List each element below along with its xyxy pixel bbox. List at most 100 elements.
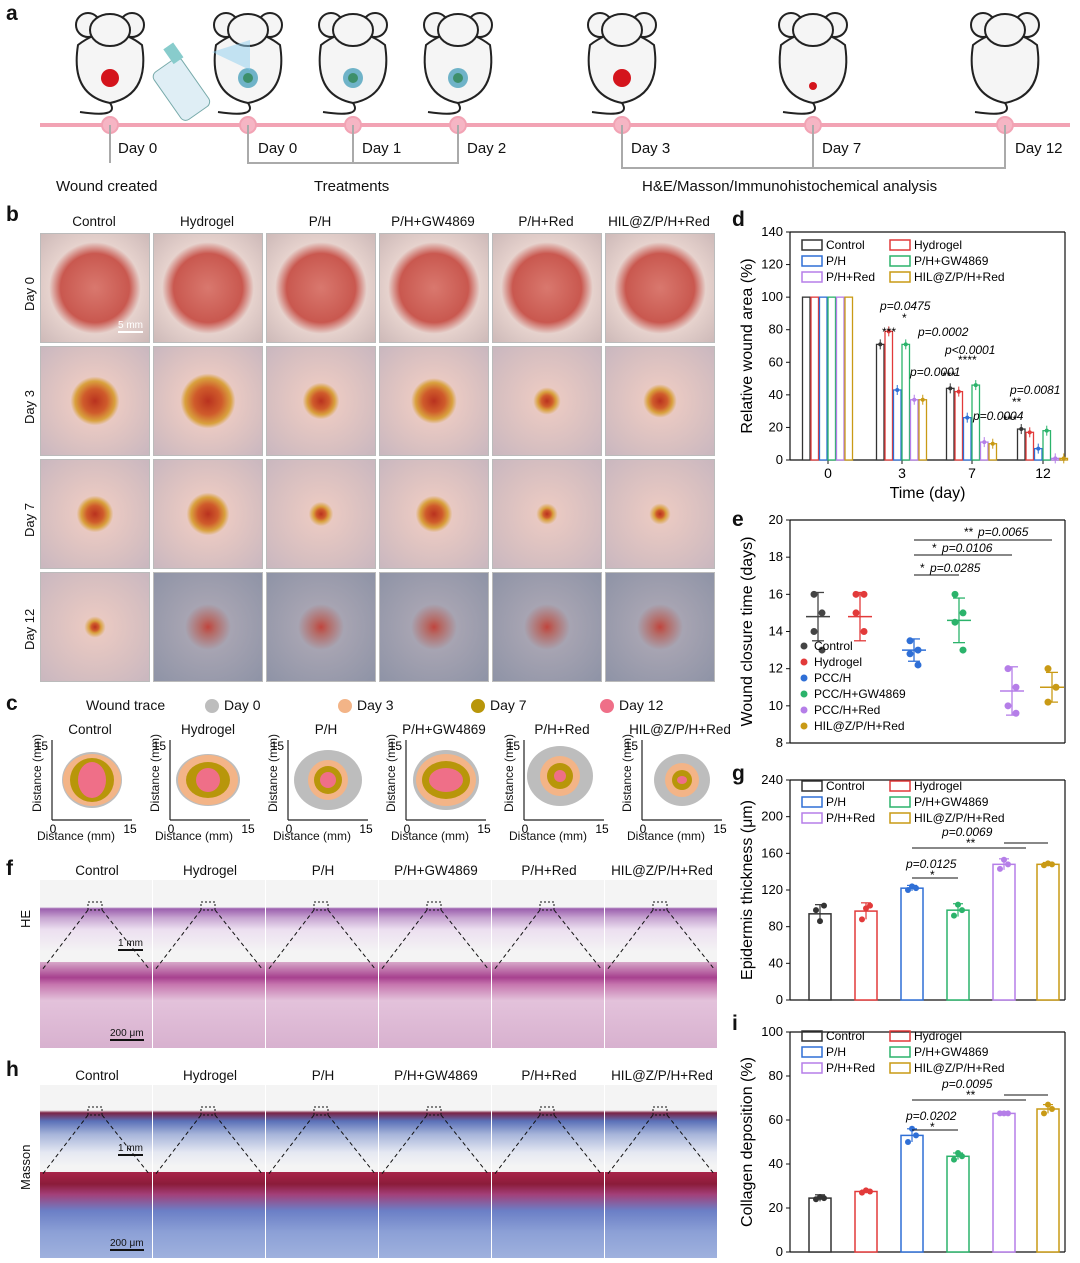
wound-photo — [40, 233, 150, 343]
panel-label-d: d — [732, 208, 745, 231]
panel-label-a: a — [6, 2, 18, 25]
data-point — [920, 397, 925, 402]
legend-label: PCC/H+GW4869 — [814, 687, 906, 701]
y-axis-label: Epidermis thickness (μm) — [739, 800, 756, 980]
y-tick-label: 16 — [769, 586, 783, 601]
significance-label: * — [930, 1120, 935, 1134]
trace-tick: 0 — [168, 822, 175, 836]
histology-low-mag — [492, 880, 604, 970]
photo-col-header: P/H+Red — [518, 214, 574, 229]
data-point — [955, 901, 961, 908]
legend-marker — [800, 658, 808, 666]
data-point — [913, 885, 919, 892]
data-point — [959, 907, 965, 914]
legend-swatch — [801, 255, 823, 267]
data-point — [913, 1132, 919, 1139]
legend-marker — [800, 674, 808, 682]
histology-col-header: P/H — [311, 863, 335, 878]
wound-photo — [153, 459, 263, 569]
histology-col-header: Control — [75, 1068, 119, 1083]
trace-tick: 0 — [522, 822, 529, 836]
bar — [854, 910, 878, 1001]
y-tick-label: 40 — [769, 955, 783, 970]
legend-day0: Day 0 — [224, 697, 261, 713]
data-point — [973, 383, 978, 388]
wound-photo — [379, 459, 489, 569]
photo-row-label: Day 12 — [22, 608, 37, 650]
data-point — [1041, 1110, 1047, 1117]
trace-tick: 15 — [359, 822, 373, 836]
legend-label: PCC/H+Red — [814, 703, 880, 717]
mouse-icon — [75, 12, 145, 115]
y-tick-label: 200 — [761, 809, 783, 824]
wound-trace-plot: 0 15 15 — [271, 739, 373, 836]
legend-dot — [205, 699, 219, 713]
zoom-lines — [41, 1106, 716, 1176]
legend-label: PCC/H — [814, 671, 851, 685]
y-tick-label: 160 — [761, 845, 783, 860]
wound-photo — [266, 233, 376, 343]
wound-photo — [153, 346, 263, 456]
y-tick-label: 18 — [769, 549, 783, 564]
data-point — [1049, 861, 1055, 868]
data-point — [821, 902, 827, 909]
wound-photo — [492, 233, 602, 343]
data-point — [1044, 698, 1052, 706]
data-point — [982, 440, 987, 445]
significance-label: ** — [966, 1088, 976, 1102]
histology-col-header: P/H+Red — [521, 1068, 577, 1083]
panel-label-c: c — [6, 692, 18, 715]
y-tick-label: 40 — [769, 1156, 783, 1171]
photo-col-header: Hydrogel — [179, 214, 235, 229]
legend-label: P/H — [826, 1045, 846, 1059]
photo-col-header: Control — [72, 214, 116, 229]
trace-xlabel: Distance (mm) — [508, 829, 587, 843]
bar — [954, 390, 964, 461]
wound-trace-plot: 0 15 15 — [35, 739, 137, 836]
legend-label: P/H+Red — [826, 270, 875, 284]
x-tick-label: 3 — [898, 465, 906, 481]
wound-photo — [40, 346, 150, 456]
legend-label: HIL@Z/P/H+Red — [914, 1061, 1005, 1075]
trace-tick: 15 — [153, 739, 167, 753]
data-point — [810, 590, 818, 598]
histology-col-header: Control — [75, 863, 119, 878]
legend-label: Hydrogel — [914, 1029, 962, 1043]
legend-label: Control — [826, 1029, 865, 1043]
significance-label: p=0.0095 — [941, 1077, 993, 1091]
photo-row-label: Day 7 — [22, 503, 37, 537]
data-point — [951, 1156, 957, 1163]
data-point — [895, 387, 900, 392]
data-point — [852, 609, 860, 617]
histology-low-mag — [266, 880, 378, 970]
legend-label: Hydrogel — [814, 655, 862, 669]
significance-label: p=0.0004 — [972, 409, 1024, 423]
trace-tick: 0 — [50, 822, 57, 836]
data-point — [914, 661, 922, 669]
y-tick-label: 100 — [761, 1024, 783, 1039]
wound-photo — [379, 233, 489, 343]
histology-low-mag — [40, 1085, 152, 1175]
scale-bar-high: 200 μm — [110, 1028, 144, 1041]
bar — [918, 399, 928, 461]
data-point — [810, 628, 818, 635]
data-point — [817, 918, 823, 925]
y-tick-label: 0 — [776, 1244, 783, 1259]
y-tick-label: 140 — [761, 224, 783, 239]
significance-label: *** — [882, 325, 896, 339]
y-tick-label: 8 — [776, 735, 783, 750]
legend-label: P/H+Red — [826, 1061, 875, 1075]
bar — [1036, 1108, 1060, 1253]
wound-trace-legend — [205, 699, 614, 713]
histology-high-mag — [379, 962, 491, 1048]
y-tick-label: 60 — [769, 1112, 783, 1127]
data-point — [951, 618, 959, 626]
chart-wound-closure-time: 8 10 12 14 16 18 20 Wound closure time (days) Co… — [739, 512, 1066, 750]
legend-swatch — [889, 812, 911, 824]
data-point — [959, 1153, 965, 1160]
trace-ylabel: Distance (mm) — [384, 733, 398, 812]
legend-swatch — [801, 1062, 823, 1074]
trace-ylabel: Distance (mm) — [30, 733, 44, 812]
data-point — [1005, 1110, 1011, 1117]
